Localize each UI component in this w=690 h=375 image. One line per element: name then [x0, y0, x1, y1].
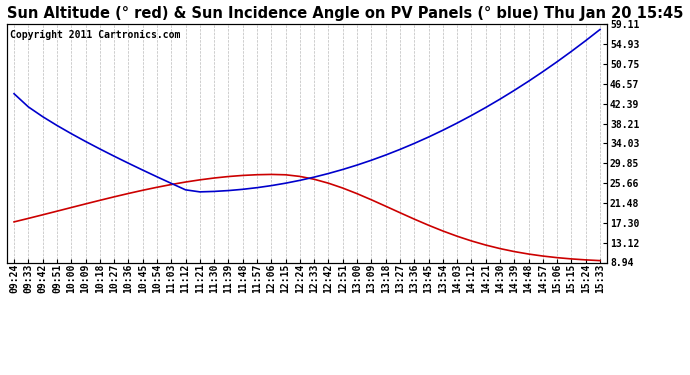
- Text: Sun Altitude (° red) & Sun Incidence Angle on PV Panels (° blue) Thu Jan 20 15:4: Sun Altitude (° red) & Sun Incidence Ang…: [7, 6, 683, 21]
- Text: Copyright 2011 Cartronics.com: Copyright 2011 Cartronics.com: [10, 30, 180, 40]
